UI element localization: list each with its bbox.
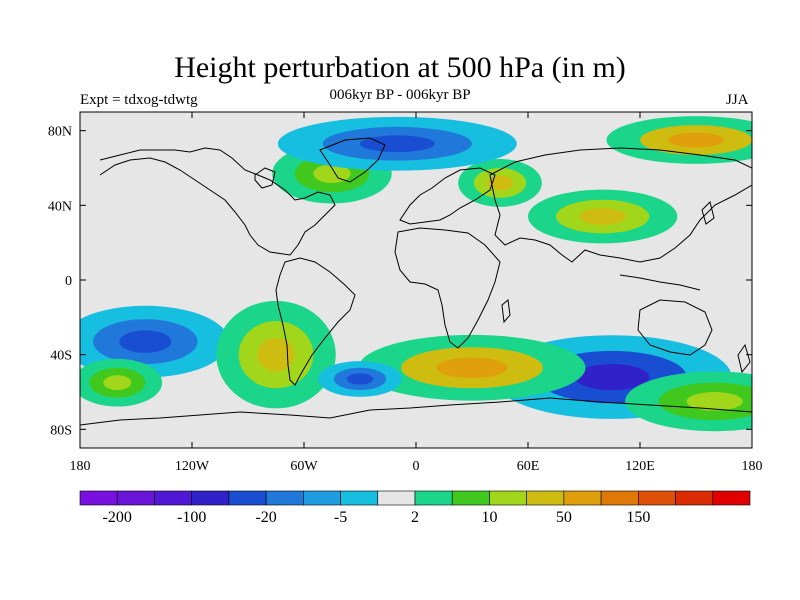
colorbar-swatch: [526, 490, 565, 506]
colorbar-label: -20: [255, 509, 276, 526]
colorbar-label: -5: [334, 509, 347, 526]
field-anomaly-core: [436, 357, 508, 378]
field-anomaly-core: [119, 330, 172, 353]
lat-tick-label: 80S: [50, 423, 72, 438]
colorbar-swatch: [414, 490, 453, 506]
colorbar-swatch: [228, 490, 267, 506]
colorbar-swatch: [563, 490, 602, 506]
colorbar-swatch: [154, 490, 192, 506]
coastline-asia: [489, 147, 752, 263]
season-label: JJA: [726, 92, 749, 108]
colorbar-label: 10: [481, 509, 497, 526]
coastline-indonesia: [619, 274, 701, 291]
field-anomaly-core: [346, 373, 374, 385]
lon-tick-label: 180: [742, 459, 763, 474]
field-anomaly-core: [574, 364, 650, 391]
lon-tick-label: 60E: [517, 459, 540, 474]
coastline-australia: [637, 299, 713, 356]
field-anomaly-core: [686, 392, 743, 411]
coastline-europe: [399, 167, 496, 225]
colorbar-swatch: [489, 490, 527, 506]
colorbar-swatch: [600, 490, 639, 506]
colorbar-swatch: [191, 490, 230, 506]
coastlines: [80, 137, 752, 426]
coastline-south-america: [275, 257, 356, 386]
field-anomaly-core: [257, 337, 295, 372]
colorbar-swatch: [712, 490, 751, 506]
colorbar: -200 -100 -20 -5 2 10 50 150: [79, 490, 751, 526]
lon-tick-label: 0: [413, 459, 420, 474]
colorbar-swatch: [303, 490, 341, 506]
height-field: [80, 116, 752, 432]
field-anomaly-core: [313, 164, 351, 183]
colorbar-label: 50: [556, 509, 572, 526]
period-label: 006kyr BP - 006kyr BP: [329, 87, 471, 103]
coastline-hudson-bay: [254, 167, 276, 189]
field-anomaly-core: [579, 208, 627, 225]
map-plot-area: [80, 112, 752, 448]
lon-tick-label: 120W: [175, 459, 210, 474]
experiment-label: Expt = tdxog-tdwtg: [80, 92, 198, 108]
colorbar-label: 150: [626, 509, 650, 526]
field-anomaly-core: [103, 375, 132, 391]
coastline-north-america: [99, 147, 336, 256]
colorbar-swatch: [377, 490, 416, 506]
colorbar-swatch: [265, 490, 304, 506]
colorbar-swatch: [116, 490, 155, 506]
page-title: Height perturbation at 500 hPa (in m): [174, 51, 626, 84]
lon-tick-label: 60W: [290, 459, 318, 474]
latitude-axis: 80N 40N 0 40S 80S: [48, 125, 752, 438]
coastline-antarctica: [80, 397, 752, 426]
lat-tick-label: 80N: [48, 125, 72, 140]
colorbar-label: -200: [103, 509, 132, 526]
colorbar-label: 2: [411, 509, 419, 526]
field-anomaly-core: [668, 132, 724, 148]
field-anomaly-core: [360, 135, 435, 153]
colorbar-swatch: [451, 490, 490, 506]
coastline-africa: [394, 227, 501, 349]
colorbar-swatch: [340, 490, 379, 506]
longitude-axis: 180 120W 60W 0 60E 120E 180: [70, 112, 763, 474]
coastline-madagascar: [501, 299, 511, 324]
lat-tick-label: 40N: [48, 199, 72, 214]
colorbar-swatch: [638, 490, 676, 506]
lon-tick-label: 180: [70, 459, 91, 474]
coastline-new-zealand: [737, 343, 751, 374]
lat-tick-label: 40S: [50, 349, 72, 364]
colorbar-label: -100: [177, 509, 206, 526]
lon-tick-label: 120E: [625, 459, 655, 474]
colorbar-swatch: [79, 490, 118, 506]
colorbar-swatch: [675, 490, 714, 506]
coastline-greenland: [319, 137, 386, 183]
lat-tick-label: 0: [65, 274, 72, 289]
coastline-japan: [701, 201, 715, 225]
